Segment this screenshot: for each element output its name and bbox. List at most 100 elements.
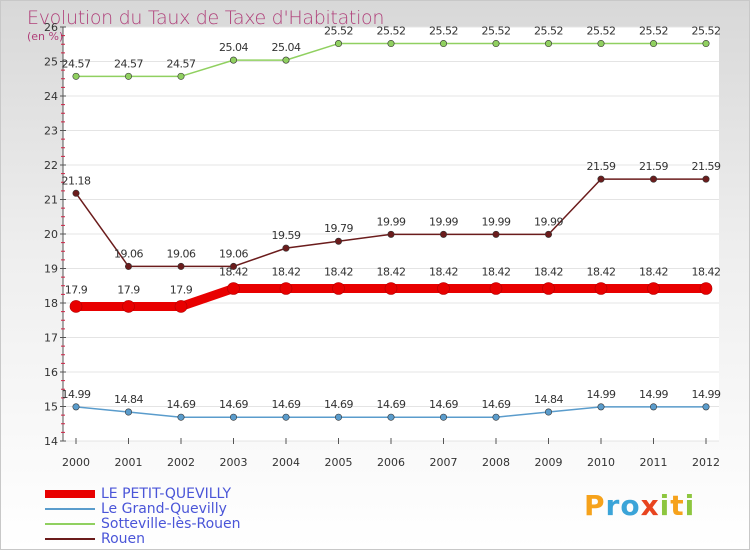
- data-label: 21.59: [587, 160, 616, 173]
- data-point: [492, 40, 500, 48]
- data-label: 25.52: [429, 25, 458, 38]
- data-point: [230, 56, 238, 64]
- y-tick-label: 20: [44, 228, 58, 241]
- data-point: [72, 189, 80, 197]
- data-label: 25.52: [534, 25, 563, 38]
- x-tick-label: 2011: [640, 456, 668, 469]
- data-point: [72, 403, 80, 411]
- data-label: 25.52: [587, 25, 616, 38]
- legend-label: LE PETIT-QUEVILLY: [101, 486, 232, 502]
- data-label: 24.57: [167, 57, 196, 70]
- y-tick-label: 24: [44, 90, 58, 103]
- legend-swatch: [45, 490, 95, 498]
- data-point: [332, 282, 345, 295]
- legend-item: LE PETIT-QUEVILLY: [45, 486, 232, 502]
- chart-title: Evolution du Taux de Taxe d'Habitation: [27, 7, 385, 29]
- legend-label: Sotteville-lès-Rouen: [101, 516, 241, 532]
- legend-swatch: [45, 538, 95, 540]
- data-label: 14.69: [429, 398, 458, 411]
- data-label: 19.06: [114, 247, 143, 260]
- data-point: [699, 282, 713, 295]
- x-tick-label: 2006: [377, 456, 405, 469]
- y-tick-label: 21: [44, 194, 58, 207]
- data-point: [177, 413, 185, 421]
- legend-item: Le Grand-Quevilly: [45, 501, 227, 517]
- data-label: 21.59: [692, 160, 721, 173]
- data-label: 14.99: [692, 388, 721, 401]
- chart-subtitle: (en %): [27, 30, 64, 43]
- data-point: [439, 40, 447, 48]
- data-point: [702, 40, 710, 48]
- data-point: [437, 282, 450, 295]
- legend-item: Rouen: [45, 531, 146, 547]
- logo-letter: t: [670, 489, 685, 522]
- x-tick-label: 2007: [430, 456, 458, 469]
- data-point: [492, 413, 500, 421]
- data-point: [649, 175, 657, 183]
- logo-letter: i: [659, 489, 671, 522]
- proxiti-logo: Proxiti: [584, 489, 695, 522]
- logo-letter: i: [684, 489, 696, 522]
- data-label: 18.42: [272, 266, 301, 279]
- data-label: 14.99: [62, 388, 91, 401]
- x-tick-label: 2000: [62, 456, 90, 469]
- data-label: 19.99: [534, 215, 563, 228]
- y-tick-label: 14: [44, 435, 58, 448]
- data-point: [544, 408, 552, 416]
- x-tick-label: 2003: [220, 456, 248, 469]
- data-point: [230, 262, 238, 270]
- data-label: 25.52: [377, 25, 406, 38]
- data-label: 14.99: [587, 388, 616, 401]
- data-label: 18.42: [587, 266, 616, 279]
- data-label: 18.42: [324, 266, 353, 279]
- data-point: [387, 40, 395, 48]
- data-point: [282, 244, 290, 252]
- data-point: [597, 175, 605, 183]
- data-point: [334, 237, 342, 245]
- data-label: 21.18: [62, 174, 91, 187]
- legend-label: Rouen: [101, 531, 146, 547]
- data-point: [702, 175, 710, 183]
- data-label: 14.69: [377, 398, 406, 411]
- x-tick-label: 2010: [587, 456, 615, 469]
- logo-letter: x: [640, 489, 660, 522]
- x-tick-label: 2001: [115, 456, 143, 469]
- data-point: [489, 282, 503, 295]
- logo-letter: o: [620, 489, 641, 522]
- logo-letter: r: [605, 489, 621, 522]
- data-label: 18.42: [692, 266, 721, 279]
- data-label: 14.84: [114, 393, 143, 406]
- data-label: 19.59: [272, 229, 301, 242]
- y-tick-label: 26: [44, 21, 58, 34]
- data-point: [279, 282, 293, 295]
- data-label: 25.52: [639, 25, 668, 38]
- data-label: 19.99: [482, 215, 511, 228]
- y-tick-label: 25: [44, 56, 58, 69]
- data-label: 18.42: [482, 266, 511, 279]
- data-point: [649, 40, 657, 48]
- x-tick-label: 2002: [167, 456, 195, 469]
- x-tick-label: 2012: [692, 456, 720, 469]
- data-point: [702, 403, 710, 411]
- data-point: [544, 230, 552, 238]
- data-point: [439, 230, 447, 238]
- data-point: [542, 282, 555, 295]
- data-point: [177, 262, 185, 270]
- data-label: 14.69: [324, 398, 353, 411]
- data-label: 24.57: [62, 57, 91, 70]
- data-label: 14.69: [167, 398, 196, 411]
- data-point: [282, 413, 290, 421]
- y-tick-label: 15: [44, 401, 58, 414]
- data-label: 14.69: [219, 398, 248, 411]
- data-point: [174, 300, 188, 313]
- data-point: [125, 72, 133, 80]
- data-point: [122, 300, 135, 313]
- data-label: 14.99: [639, 388, 668, 401]
- data-point: [384, 282, 398, 295]
- data-point: [594, 282, 608, 295]
- logo-letter: P: [584, 489, 606, 522]
- data-label: 18.42: [639, 266, 668, 279]
- data-point: [649, 403, 657, 411]
